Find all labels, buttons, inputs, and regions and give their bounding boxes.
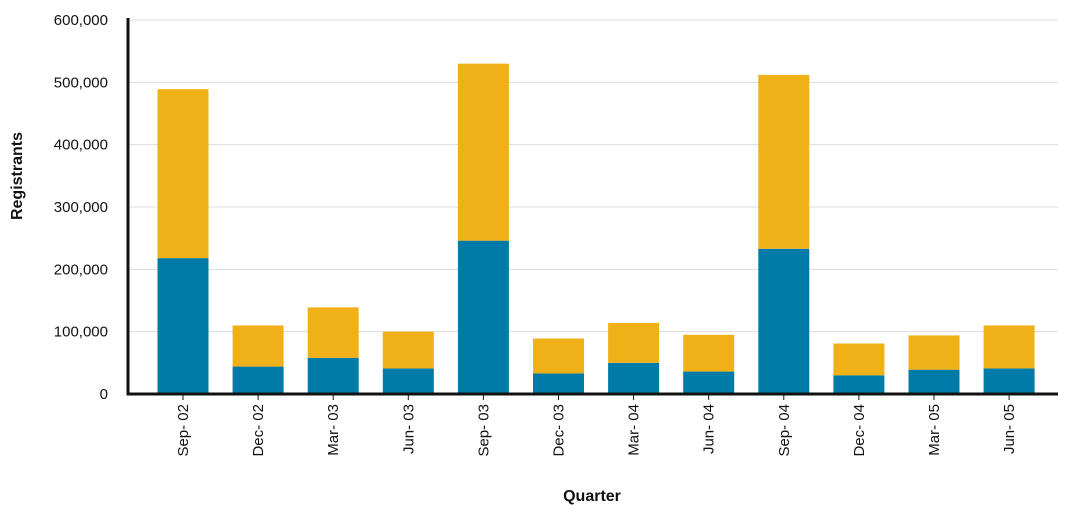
x-tick-label: Mar- 04 <box>626 404 643 456</box>
bar-segment-series-2 <box>307 307 359 358</box>
bar-segment-series-2 <box>983 325 1035 369</box>
bar-segment-series-1 <box>683 371 735 394</box>
bar-segment-series-1 <box>307 357 359 394</box>
bar-segment-series-1 <box>382 368 434 394</box>
x-tick-label: Sep- 02 <box>175 404 192 457</box>
y-tick-label: 100,000 <box>54 324 108 341</box>
bar-segment-series-2 <box>608 322 660 363</box>
bar-segment-series-2 <box>758 74 810 249</box>
x-tick-label: Jun- 04 <box>701 404 718 454</box>
y-axis-title: Registrants <box>9 132 26 220</box>
bar-segment-series-2 <box>157 89 209 259</box>
bar-segment-series-1 <box>533 373 584 394</box>
x-tick-label: Dec- 02 <box>250 404 267 457</box>
bar-segment-series-1 <box>608 362 660 394</box>
x-tick-label: Mar- 05 <box>926 404 943 456</box>
y-tick-label: 200,000 <box>54 261 108 278</box>
bars <box>157 63 1035 394</box>
x-axis-title: Quarter <box>563 488 621 505</box>
bar-segment-series-1 <box>908 369 960 394</box>
x-tick-label: Sep- 04 <box>776 404 793 457</box>
bar-segment-series-2 <box>232 325 284 367</box>
x-tick-label: Mar- 03 <box>325 404 342 456</box>
bar-segment-series-2 <box>457 63 509 241</box>
y-tick-label: 0 <box>100 386 108 403</box>
y-tick-label: 300,000 <box>54 199 108 216</box>
y-axis-ticks: 0 100,000 200,000 300,000 400,000 500,000 600,… <box>54 12 108 403</box>
y-tick-label: 400,000 <box>54 137 108 154</box>
y-tick-label: 600,000 <box>54 12 108 29</box>
bar-segment-series-1 <box>983 368 1035 394</box>
bar-segment-series-1 <box>457 240 509 394</box>
x-tick-label: Dec- 04 <box>851 404 868 457</box>
bar-segment-series-2 <box>683 334 735 372</box>
bar-segment-series-2 <box>908 335 960 370</box>
bar-segment-series-2 <box>382 331 434 369</box>
bar-segment-series-2 <box>533 338 584 374</box>
x-axis-ticks: Sep- 02 Dec- 02 Mar- 03 Jun- 03 Sep- 03 Dec- … <box>175 395 1018 457</box>
bar-segment-series-1 <box>833 375 885 394</box>
x-tick-label: Sep- 03 <box>475 404 492 457</box>
x-tick-label: Jun- 03 <box>400 404 417 454</box>
x-tick-label: Dec- 03 <box>551 404 568 457</box>
bar-segment-series-1 <box>157 258 209 394</box>
y-tick-label: 500,000 <box>54 74 108 91</box>
gridlines <box>128 19 1058 333</box>
x-tick-label: Jun- 05 <box>1001 404 1018 454</box>
bar-segment-series-1 <box>758 248 810 394</box>
bar-segment-series-2 <box>833 343 885 376</box>
bar-segment-series-1 <box>232 366 284 394</box>
